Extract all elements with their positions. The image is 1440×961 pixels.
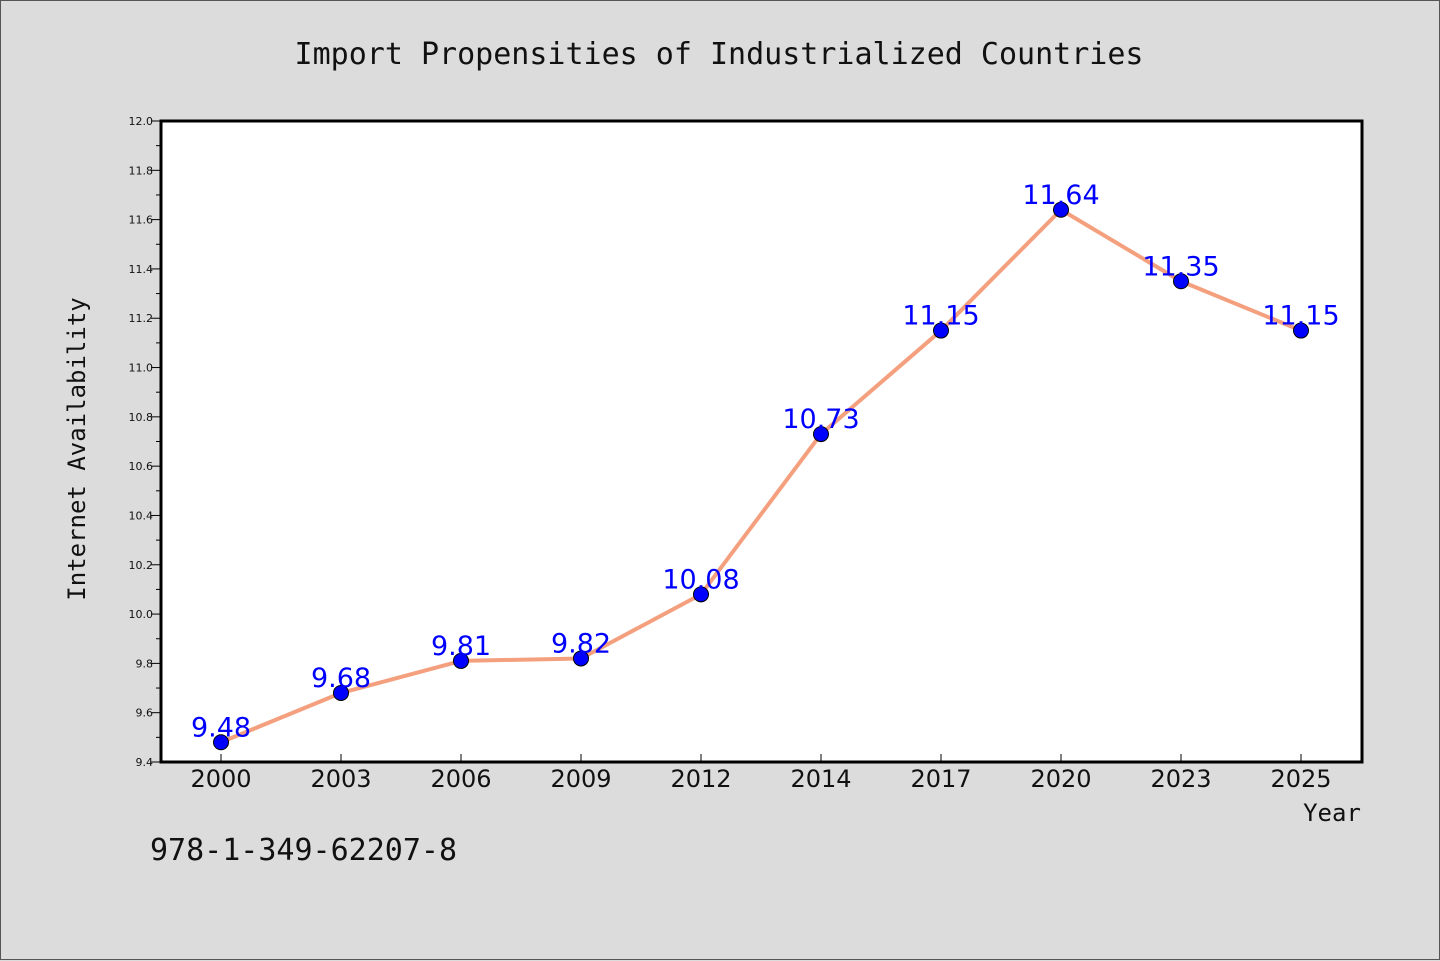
data-label: 9.82 [551,628,611,659]
y-tick-label: 10.0 [129,608,154,621]
y-tick-label: 11.6 [129,214,154,227]
data-label: 9.81 [431,631,491,662]
data-point [573,650,589,667]
plot-area [159,119,1364,764]
data-point [933,322,949,339]
y-tick-label: 10.8 [129,411,154,424]
data-point [453,652,469,669]
x-tick-label: 2017 [910,765,971,793]
data-label: 11.64 [1022,180,1099,211]
data-label: 10.73 [782,404,859,435]
data-label: 9.68 [311,663,371,694]
data-point [1173,273,1189,290]
y-tick-label: 9.4 [136,756,154,769]
data-point [693,586,709,603]
isbn-text: 978-1-349-62207-8 [150,833,458,868]
y-tick-label: 11.4 [129,263,154,276]
data-label: 11.15 [902,301,979,332]
x-axis: 2000 2003 2006 2009 2012 2014 2017 2020 2023 2025 [190,754,1332,793]
x-tick-label: 2000 [190,765,251,793]
data-point [813,426,829,443]
y-tick-label: 11.0 [129,362,154,375]
data-label: 11.35 [1142,251,1219,282]
y-axis-label: Internet Availability [63,297,91,600]
data-point [213,734,229,751]
x-tick-label: 2014 [790,765,851,793]
y-tick-label: 11.2 [129,312,154,325]
y-tick-label: 10.4 [129,509,154,522]
y-axis: 9.4 9.6 9.8 10.0 10.2 10.4 10.6 10.8 11.0 11.2 11.… [129,115,161,769]
data-label: 10.08 [662,564,739,595]
x-tick-label: 2009 [550,765,611,793]
y-tick-label: 10.6 [129,460,154,473]
data-markers [213,201,1309,751]
x-axis-label: Year [1303,799,1361,827]
y-tick-label: 9.6 [136,707,154,720]
x-tick-label: 2012 [670,765,731,793]
y-tick-label: 9.8 [136,657,154,670]
x-tick-label: 2023 [1150,765,1211,793]
data-labels: 9.48 9.68 9.81 9.82 10.08 10.73 11.15 11.64 11.3… [191,180,1340,744]
series-line [220,207,1302,745]
data-label: 11.15 [1262,301,1339,332]
data-point [333,684,349,701]
x-tick-label: 2006 [430,765,491,793]
data-point [1053,201,1069,218]
data-label: 9.48 [191,712,251,743]
x-tick-label: 2003 [310,765,371,793]
data-point [1293,322,1309,339]
chart-title: Import Propensities of Industrialized Co… [295,37,1144,72]
x-tick-label: 2020 [1030,765,1091,793]
y-tick-label: 10.2 [129,559,154,572]
y-tick-label: 12.0 [129,115,154,128]
y-tick-label: 11.8 [129,164,154,177]
x-tick-label: 2025 [1270,765,1331,793]
